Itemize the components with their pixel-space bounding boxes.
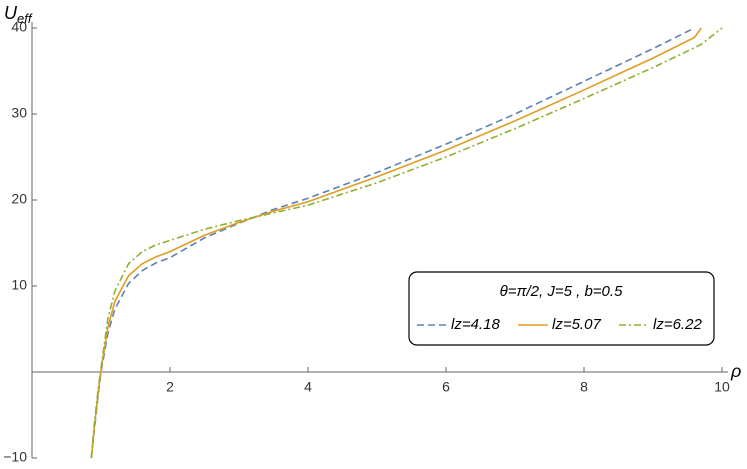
series-line — [90, 27, 695, 459]
series-line — [90, 27, 702, 459]
y-axis-label-sub: eff — [17, 11, 33, 26]
y-tick-label: 30 — [11, 105, 27, 121]
series-line — [90, 27, 723, 459]
x-tick-label: 2 — [166, 379, 174, 395]
legend-box — [408, 271, 715, 346]
legend-label: lz=4.18 — [451, 316, 500, 333]
legend-label: lz=6.22 — [653, 316, 702, 333]
x-tick-label: 4 — [304, 379, 312, 395]
x-tick-label: 10 — [714, 379, 730, 395]
y-tick-label: 20 — [11, 191, 27, 207]
y-tick-label: 10 — [11, 277, 27, 293]
y-tick-label: −10 — [3, 449, 27, 465]
y-axis-label-main: U — [4, 3, 18, 23]
y-axis-label: Ueff — [4, 3, 33, 27]
legend-title: θ=π/2, J=5 , b=0.5 — [500, 283, 624, 300]
y-tick-label: 40 — [11, 19, 27, 35]
x-axis-label: ρ — [730, 361, 741, 381]
x-tick-label: 6 — [442, 379, 450, 395]
legend-label: lz=5.07 — [552, 316, 601, 333]
x-tick-label: 8 — [580, 379, 588, 395]
